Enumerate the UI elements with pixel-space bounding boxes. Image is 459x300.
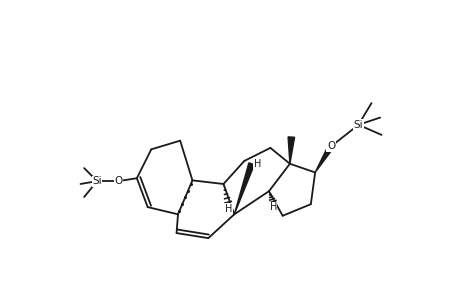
- Text: O: O: [326, 141, 335, 152]
- Text: H: H: [224, 203, 232, 214]
- Text: Si: Si: [92, 176, 102, 186]
- Polygon shape: [287, 137, 294, 164]
- Text: H: H: [269, 202, 276, 212]
- Polygon shape: [314, 145, 333, 172]
- Text: H: H: [253, 159, 261, 169]
- Text: O: O: [114, 176, 123, 186]
- Text: Si: Si: [353, 120, 363, 130]
- Polygon shape: [234, 163, 254, 214]
